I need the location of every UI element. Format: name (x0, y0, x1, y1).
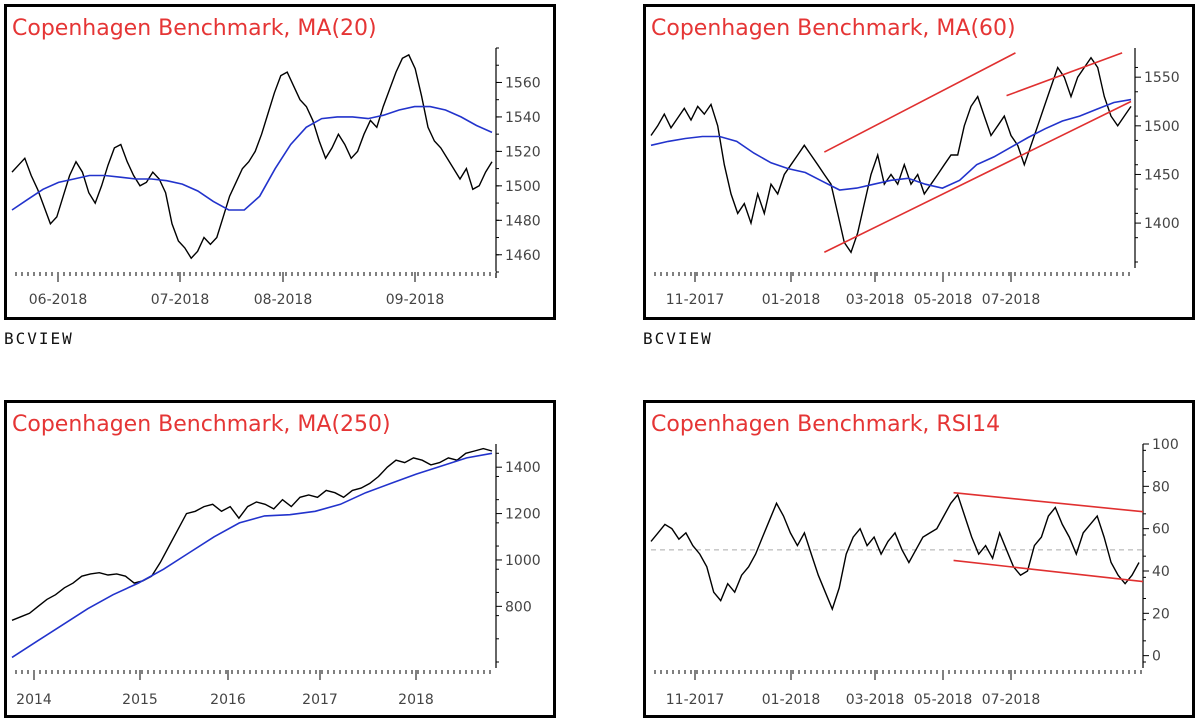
x-tick-label: 2015 (122, 692, 158, 708)
chart-title: Copenhagen Benchmark, MA(250) (12, 412, 391, 437)
x-tick-label: 07-2018 (151, 292, 210, 308)
y-tick-label: 20 (1152, 606, 1170, 622)
chart-ma60: Copenhagen Benchmark, MA(60) 1400 1450 150… (643, 4, 1195, 320)
y-tick-label: 40 (1152, 564, 1170, 580)
chart-frame (643, 4, 1195, 320)
y-tick-label: 1540 (505, 110, 541, 126)
panel-ma250: Copenhagen Benchmark, MA(250) 800 1000 120… (4, 400, 556, 718)
y-tick-label: 1450 (1144, 167, 1180, 183)
brand-label: BCVIEW (4, 329, 74, 348)
panel-ma20: Copenhagen Benchmark, MA(20) 1460 1480 150… (4, 4, 556, 320)
x-tick-label: 01-2018 (762, 292, 821, 308)
x-tick-label: 11-2017 (666, 292, 725, 308)
y-tick-label: 800 (505, 599, 532, 615)
trendline (823, 100, 1132, 253)
y-tick-label: 1500 (505, 179, 541, 195)
y-tick-label: 1480 (505, 213, 541, 229)
x-tick-label: 2017 (302, 692, 338, 708)
panel-rsi14: Copenhagen Benchmark, RSI14 0 20 40 60 80 100… (643, 400, 1195, 718)
chart-title: Copenhagen Benchmark, MA(20) (12, 16, 377, 41)
y-tick-label: 1400 (1144, 216, 1180, 232)
trendline (953, 491, 1144, 513)
x-tick-label: 2014 (16, 692, 52, 708)
y-tick-label: 1400 (505, 460, 541, 476)
y-tick-label: 60 (1152, 522, 1170, 538)
x-tick-label: 03-2018 (846, 692, 905, 708)
chart-rsi14: Copenhagen Benchmark, RSI14 0 20 40 60 80 100… (643, 400, 1195, 718)
x-tick-label: 05-2018 (914, 292, 973, 308)
chart-title: Copenhagen Benchmark, MA(60) (651, 16, 1016, 41)
x-tick-label: 2018 (398, 692, 434, 708)
trendline (1006, 52, 1123, 97)
y-tick-label: 1560 (505, 75, 541, 91)
chart-ma20: Copenhagen Benchmark, MA(20) 1460 1480 150… (4, 4, 556, 320)
x-tick-label: 06-2018 (29, 292, 88, 308)
chart-ma250: Copenhagen Benchmark, MA(250) 800 1000 120… (4, 400, 556, 718)
trendline (953, 559, 1144, 583)
moving-average-line (650, 98, 1132, 191)
x-tick-label: 09-2018 (386, 292, 445, 308)
moving-average-line (11, 105, 493, 211)
y-tick-label: 80 (1152, 479, 1170, 495)
chart-frame (643, 400, 1195, 718)
brand-label: BCVIEW (643, 329, 713, 348)
panel-ma60: Copenhagen Benchmark, MA(60) 1400 1450 150… (643, 4, 1195, 320)
y-tick-label: 1000 (505, 553, 541, 569)
x-tick-label: 01-2018 (762, 692, 821, 708)
price-line (650, 56, 1132, 254)
x-tick-label: 03-2018 (846, 292, 905, 308)
y-tick-label: 1200 (505, 507, 541, 523)
x-tick-label: 08-2018 (254, 292, 313, 308)
x-tick-label: 07-2018 (982, 692, 1041, 708)
x-tick-label: 2016 (210, 692, 246, 708)
moving-average-line (11, 452, 493, 659)
y-tick-label: 1500 (1144, 119, 1180, 135)
trendline (823, 52, 1016, 153)
y-tick-label: 1550 (1144, 70, 1180, 86)
price-line (11, 53, 493, 260)
y-tick-label: 100 (1152, 437, 1179, 453)
y-tick-label: 1460 (505, 248, 541, 264)
x-tick-label: 11-2017 (666, 692, 725, 708)
price-line (650, 493, 1140, 612)
chart-frame (4, 400, 556, 718)
y-tick-label: 1520 (505, 144, 541, 160)
x-tick-label: 05-2018 (914, 692, 973, 708)
y-tick-label: 0 (1152, 649, 1161, 665)
chart-title: Copenhagen Benchmark, RSI14 (651, 412, 1000, 437)
x-tick-label: 07-2018 (982, 292, 1041, 308)
price-line (11, 447, 493, 621)
